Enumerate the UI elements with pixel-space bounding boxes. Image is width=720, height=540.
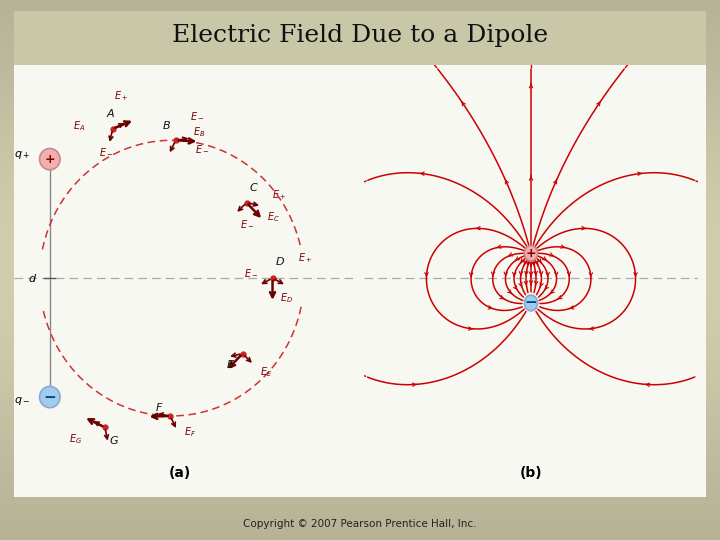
Text: C: C <box>250 183 258 193</box>
Circle shape <box>524 295 538 311</box>
Text: F: F <box>156 403 163 413</box>
Text: $E_C$: $E_C$ <box>267 211 280 225</box>
Text: B: B <box>163 121 171 131</box>
Text: A: A <box>107 109 114 119</box>
Text: G: G <box>109 436 118 446</box>
Bar <box>14 11 706 65</box>
Text: E: E <box>227 360 234 370</box>
Text: +: + <box>45 153 55 166</box>
Text: Electric Field Due to a Dipole: Electric Field Due to a Dipole <box>172 24 548 46</box>
Text: +: + <box>526 247 536 260</box>
Text: D: D <box>276 257 284 267</box>
Text: $E_F$: $E_F$ <box>184 426 197 440</box>
Text: $E_-$: $E_-$ <box>190 111 204 121</box>
Text: $E_A$: $E_A$ <box>73 119 86 133</box>
Circle shape <box>524 245 538 261</box>
Text: $q_+$: $q_+$ <box>14 149 30 161</box>
Text: $E_B$: $E_B$ <box>193 125 205 139</box>
Text: $q_-$: $q_-$ <box>14 395 30 407</box>
Text: $E_G$: $E_G$ <box>68 432 82 446</box>
Text: $E_+$: $E_+$ <box>271 188 286 201</box>
Text: $E_D$: $E_D$ <box>280 291 294 305</box>
Text: (b): (b) <box>520 466 542 480</box>
Text: (a): (a) <box>168 465 191 480</box>
Text: $E_+$: $E_+$ <box>297 252 312 266</box>
Text: $E_-$: $E_-$ <box>99 147 113 157</box>
Text: Copyright © 2007 Pearson Prentice Hall, Inc.: Copyright © 2007 Pearson Prentice Hall, … <box>243 519 477 529</box>
Circle shape <box>40 387 60 408</box>
Text: $E_-$: $E_-$ <box>244 268 258 279</box>
Text: $E_-$: $E_-$ <box>240 219 255 230</box>
Text: $E_+$: $E_+$ <box>114 89 129 103</box>
Text: $E_E$: $E_E$ <box>260 365 272 379</box>
Text: −: − <box>525 295 537 310</box>
Bar <box>14 54 706 497</box>
Circle shape <box>40 148 60 170</box>
Text: −: − <box>43 389 56 404</box>
Text: $d$: $d$ <box>28 272 37 284</box>
Text: $E_-$: $E_-$ <box>195 144 210 154</box>
